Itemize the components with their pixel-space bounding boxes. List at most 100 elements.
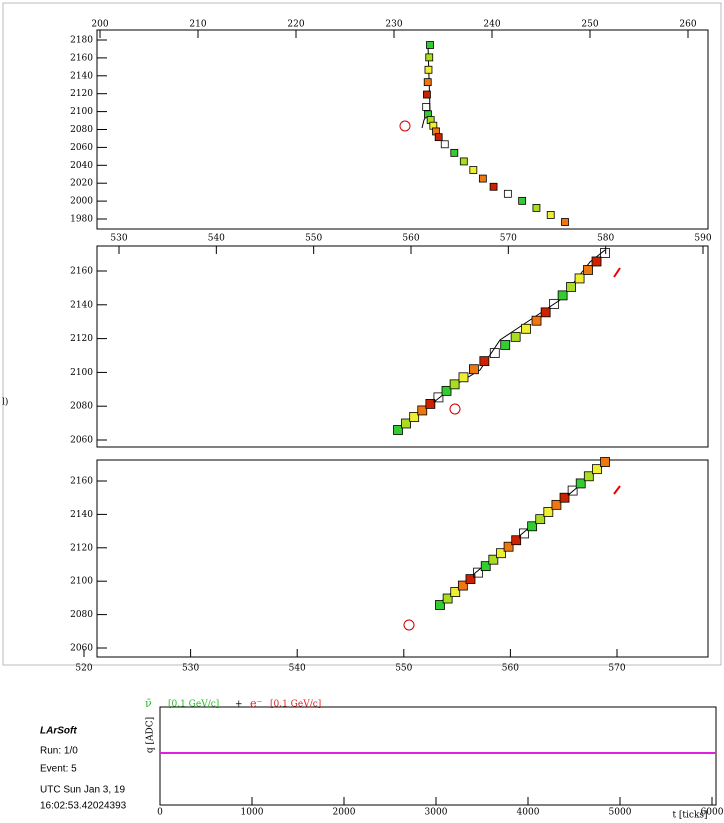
y-tick-label: 2080 [70, 402, 93, 412]
y-tick-label: 2160 [70, 477, 93, 487]
vertex-marker [450, 404, 460, 414]
hit-box [501, 340, 510, 349]
y-tick-label: 2140 [70, 300, 93, 310]
hit-box [410, 412, 419, 421]
shower-marker [614, 486, 620, 494]
y-tick-label: 2100 [70, 368, 93, 378]
view-1-frame [97, 246, 708, 447]
hit-box [479, 175, 486, 182]
x-tick-label: 1000 [241, 808, 264, 818]
y-tick-label: 2060 [70, 143, 93, 153]
hit-box [584, 265, 593, 274]
hit-box [584, 472, 593, 481]
hit-box [562, 219, 569, 226]
hit-box [504, 190, 511, 197]
x-tick-label: 570 [608, 664, 625, 674]
hit-box [470, 167, 477, 174]
hit-box [418, 406, 427, 415]
y-tick-label: 2160 [70, 53, 93, 63]
x-tick-label: 520 [75, 664, 92, 674]
hit-box [460, 158, 467, 165]
x-tick-label: 3000 [425, 808, 448, 818]
waveform-frame [160, 707, 716, 805]
hit-box [522, 324, 531, 333]
y-tick-label: 2020 [70, 179, 93, 189]
hit-box [552, 500, 561, 509]
hit-box [441, 141, 448, 148]
x-tick-label: 2000 [333, 808, 356, 818]
event-number: Event: 5 [40, 764, 77, 775]
y-tick-label: 2160 [70, 267, 93, 277]
hit-box [536, 515, 545, 524]
y-tick-label: 2180 [70, 36, 93, 46]
view-0-frame [97, 30, 708, 229]
hit-box [592, 257, 601, 266]
vertex-marker [400, 121, 410, 131]
shower-marker [614, 268, 620, 277]
hit-box [547, 211, 554, 218]
y-tick-label: 2100 [70, 107, 93, 117]
hit-box [541, 308, 550, 317]
x-tick-label: 530 [110, 234, 127, 244]
hit-box [528, 522, 537, 531]
event-display: l) t [ticks] q [ADC] ν̄ [0.1 GeV/c] + e⁻… [0, 0, 724, 819]
hit-box [592, 465, 601, 474]
hit-box [511, 332, 520, 341]
y-tick-label: 2120 [70, 89, 93, 99]
x-tick-label: 220 [287, 20, 304, 30]
x-tick-label: 260 [679, 20, 696, 30]
hit-box [402, 419, 411, 428]
y-tick-label: 2080 [70, 610, 93, 620]
x-tick-label: 5000 [609, 808, 632, 818]
hit-box [459, 373, 468, 382]
display-border [3, 3, 721, 665]
hit-box [567, 282, 576, 291]
x-tick-label: 580 [597, 234, 614, 244]
y-tick-label: 2140 [70, 71, 93, 81]
y-tick-label: 2060 [70, 436, 93, 446]
x-tick-label: 250 [581, 20, 598, 30]
y-tick-label: 1980 [70, 215, 93, 225]
x-tick-label: 6000 [701, 808, 724, 818]
hit-box [435, 134, 442, 141]
y-tick-label: 2120 [70, 543, 93, 553]
y-tick-label: 2080 [70, 125, 93, 135]
hit-box [426, 399, 435, 408]
legend-nu: ν̄ [145, 697, 152, 710]
x-tick-label: 570 [500, 234, 517, 244]
x-tick-label: 200 [91, 20, 108, 30]
legend-e: e⁻ [250, 697, 263, 710]
y-tick-label: 2100 [70, 577, 93, 587]
hit-box [423, 103, 430, 110]
side-label: l) [2, 397, 8, 408]
y-tick-label: 2120 [70, 334, 93, 344]
hit-box [575, 274, 584, 283]
x-tick-label: 240 [483, 20, 500, 30]
hit-box [451, 149, 458, 156]
hit-box [544, 508, 553, 517]
hit-box [532, 316, 541, 325]
program-name: LArSoft [40, 726, 77, 737]
x-tick-label: 550 [305, 234, 322, 244]
run-number: Run: 1/0 [40, 746, 78, 757]
hit-box [394, 426, 403, 435]
hit-box [601, 458, 610, 467]
event-time: 16:02:53.42024393 [40, 801, 127, 812]
x-tick-label: 590 [694, 234, 711, 244]
x-tick-label: 560 [402, 234, 419, 244]
y-tick-label: 2000 [70, 197, 93, 207]
hit-box [427, 42, 434, 49]
event-date: UTC Sun Jan 3, 19 [40, 785, 125, 796]
hit-box [558, 291, 567, 300]
hit-box [426, 54, 433, 61]
hit-box [519, 197, 526, 204]
y-tick-label: 2060 [70, 644, 93, 654]
legend-plus: + [235, 700, 243, 710]
x-tick-label: 550 [395, 664, 412, 674]
legend-e-scale: [0.1 GeV/c] [270, 700, 321, 710]
x-tick-label: 230 [385, 20, 402, 30]
legend-nu-scale: [0.1 GeV/c] [168, 700, 219, 710]
hit-box [442, 386, 451, 395]
y-tick-label: 2040 [70, 161, 93, 171]
x-tick-label: 540 [208, 234, 225, 244]
